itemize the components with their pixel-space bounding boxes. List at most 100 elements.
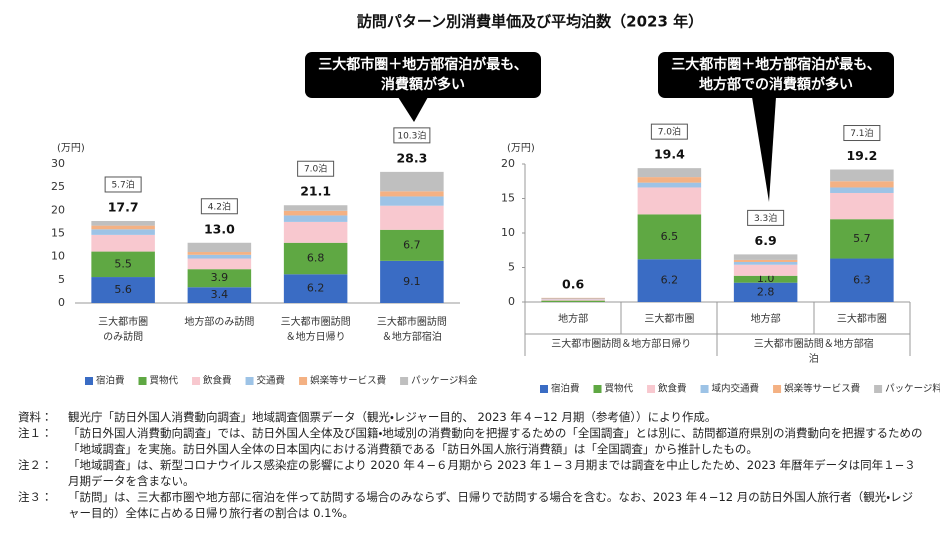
bar-segment bbox=[187, 252, 252, 255]
bar-segment bbox=[380, 229, 444, 261]
stay-box bbox=[843, 125, 881, 142]
axis-unit: (万円) bbox=[57, 143, 85, 154]
bar-segment bbox=[830, 181, 894, 188]
bar-segment bbox=[283, 210, 348, 216]
legend-swatch bbox=[245, 377, 254, 385]
callout: 三大都市圏＋地方部宿泊が最も、 消費額が多い bbox=[305, 52, 541, 98]
stay-box bbox=[747, 209, 785, 226]
total-label: 19.4 bbox=[654, 147, 685, 162]
stay-box bbox=[200, 198, 238, 215]
y-tick-label: 10 bbox=[51, 250, 65, 263]
legend-label: 買物代 bbox=[605, 383, 634, 395]
bar-segment bbox=[830, 219, 894, 259]
total-label: 19.2 bbox=[846, 148, 877, 163]
y-tick-label: 15 bbox=[501, 192, 515, 205]
stay-label: 7.0泊 bbox=[304, 164, 327, 175]
stay-label: 5.7泊 bbox=[111, 179, 134, 190]
value-label: 6.3 bbox=[853, 273, 871, 286]
note-text: 「地域調査」は、新型コロナウイルス感染症の影響により 2020 年４−６月期から… bbox=[68, 458, 916, 488]
x-tick-label: 三大都市圏訪問 ＆地方部宿泊 bbox=[376, 317, 447, 343]
legend-swatch bbox=[647, 385, 656, 393]
bar-segment bbox=[733, 261, 798, 265]
y-tick-label: 0 bbox=[508, 295, 515, 308]
stay-label: 3.3泊 bbox=[754, 213, 777, 224]
bar-segment bbox=[187, 287, 252, 303]
bar-segment bbox=[91, 220, 155, 226]
x-tick-label: 地方部のみ訪問 bbox=[184, 317, 255, 328]
bar-segment bbox=[380, 191, 444, 197]
note: 資料： 観光庁「訪日外国人消費動向調査」地域調査個票データ（観光・レジャー目的、 … bbox=[18, 409, 923, 425]
value-label: 3.9 bbox=[211, 271, 229, 284]
bar-segment bbox=[380, 260, 444, 303]
legend-label: 域内交通費 bbox=[712, 383, 760, 395]
x-tick-label: 地方部 bbox=[558, 314, 589, 325]
bar-segment bbox=[380, 171, 444, 192]
bar-segment bbox=[637, 187, 702, 215]
legend-swatch bbox=[700, 385, 709, 393]
legend-swatch bbox=[85, 377, 93, 385]
bar-segment bbox=[541, 300, 605, 302]
stay-box bbox=[297, 160, 335, 177]
legend-swatch bbox=[138, 377, 147, 385]
legend-label: 交通費 bbox=[257, 375, 286, 387]
x-tick-label: 三大都市圏訪問 ＆地方日帰り bbox=[280, 317, 351, 343]
y-tick-label: 0 bbox=[58, 296, 65, 309]
value-label: 5.7 bbox=[853, 232, 871, 245]
note: 注２： 「地域調査」は、新型コロナウイルス感染症の影響により 2020 年４−６月… bbox=[18, 457, 923, 489]
callout-pointer bbox=[398, 97, 428, 122]
value-label: 6.7 bbox=[403, 238, 421, 251]
stay-box bbox=[393, 127, 431, 144]
total-label: 28.3 bbox=[396, 150, 427, 165]
value-label: 6.2 bbox=[307, 282, 325, 295]
bar-segment bbox=[830, 192, 894, 220]
bar-segment bbox=[637, 182, 702, 188]
bar-segment bbox=[380, 196, 444, 206]
note-label: 注３： bbox=[18, 490, 53, 504]
bar-segment bbox=[541, 297, 605, 299]
bar-segment bbox=[91, 251, 155, 278]
y-tick-label: 20 bbox=[501, 157, 515, 170]
bar-segment bbox=[91, 229, 155, 235]
bar-segment bbox=[733, 264, 798, 276]
y-tick-label: 20 bbox=[51, 203, 65, 216]
bar-segment bbox=[380, 205, 444, 230]
bar-segment bbox=[637, 259, 702, 302]
bar-segment bbox=[733, 275, 798, 283]
y-tick-label: 30 bbox=[51, 157, 65, 170]
y-tick-label: 5 bbox=[508, 261, 515, 274]
bar-segment bbox=[733, 259, 798, 262]
x-tick-label: 三大都市圏 bbox=[836, 314, 887, 325]
stay-label: 4.2泊 bbox=[208, 201, 231, 212]
group-label: 三大都市圏訪問＆地方部日帰り bbox=[551, 339, 692, 350]
note-label: 注１： bbox=[18, 426, 53, 440]
value-label: 6.5 bbox=[661, 230, 679, 243]
legend-label: 娯楽等サービス費 bbox=[784, 383, 860, 395]
stay-box bbox=[650, 123, 688, 140]
bar-segment bbox=[91, 225, 155, 230]
legend-swatch bbox=[540, 385, 548, 393]
total-label: 17.7 bbox=[108, 199, 139, 214]
bar-segment bbox=[733, 282, 798, 302]
legend-label: 飲食費 bbox=[658, 383, 687, 395]
stay-box bbox=[104, 176, 142, 193]
bar-segment bbox=[830, 258, 894, 302]
legend-label: パッケージ料金 bbox=[885, 383, 940, 395]
bar-segment bbox=[187, 269, 252, 288]
bar-segment bbox=[733, 254, 798, 260]
note: 注３： 「訪問」は、三大都市圏や地方部に宿泊を伴って訪問する場合のみならず、日帰り… bbox=[18, 489, 923, 521]
bar-segment bbox=[283, 242, 348, 275]
y-tick-label: 5 bbox=[58, 273, 65, 286]
value-label: 9.1 bbox=[403, 275, 421, 288]
bar-segment bbox=[283, 205, 348, 211]
bar-segment bbox=[91, 277, 155, 303]
bar-segment bbox=[830, 169, 894, 182]
bar-segment bbox=[91, 234, 155, 252]
callout-pointer bbox=[752, 97, 776, 202]
legend-label: 買物代 bbox=[150, 375, 179, 387]
bar-segment bbox=[187, 242, 252, 253]
legend-swatch bbox=[299, 377, 308, 385]
bar-segment bbox=[830, 187, 894, 193]
value-label: 6.2 bbox=[661, 274, 679, 287]
note-text: 「訪問」は、三大都市圏や地方部に宿泊を伴って訪問する場合のみならず、日帰りで訪問… bbox=[68, 490, 914, 520]
page-title: 訪問パターン別消費単価及び平均泊数（2023 年） bbox=[357, 13, 703, 31]
